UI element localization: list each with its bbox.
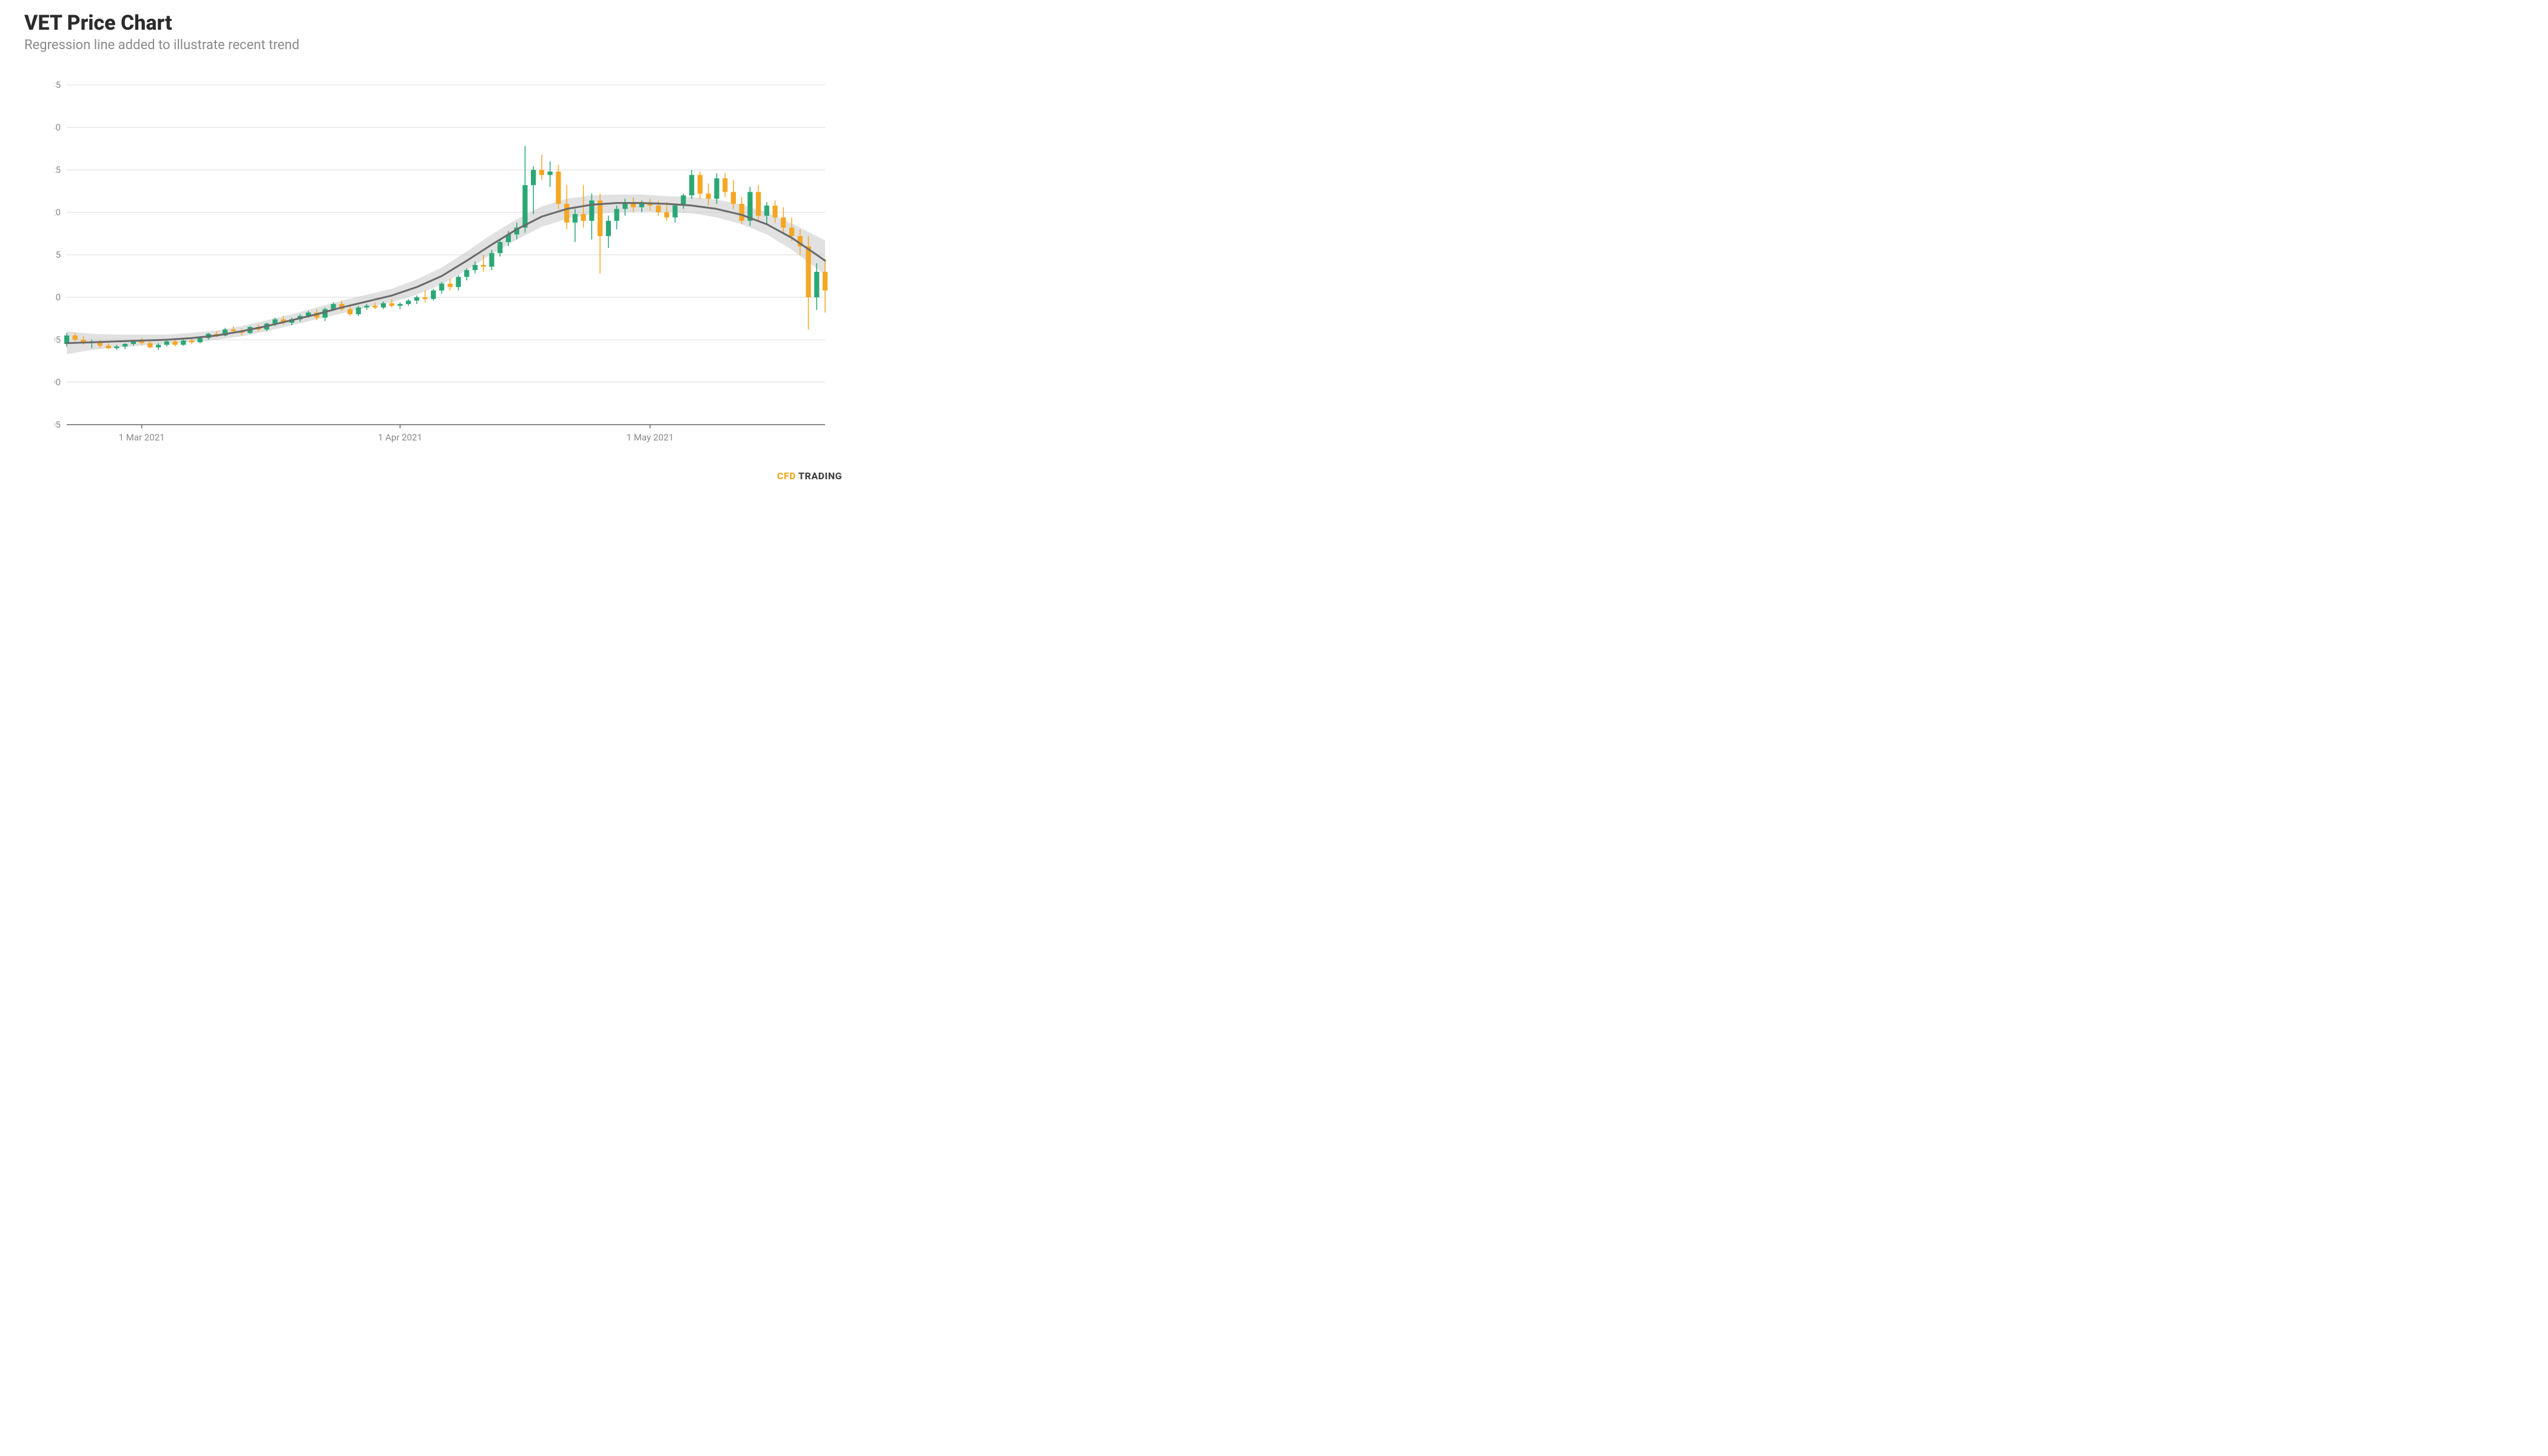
brand-logo: CFD TRADING: [777, 470, 842, 482]
svg-text:1 Mar 2021: 1 Mar 2021: [119, 432, 165, 443]
svg-text:1 Apr 2021: 1 Apr 2021: [378, 432, 422, 443]
brand-part2: TRADING: [796, 470, 842, 482]
svg-text:0.20: 0.20: [55, 207, 61, 218]
brand-part1: CFD: [777, 470, 796, 482]
chart-title: VET Price Chart: [24, 11, 172, 35]
svg-text:0.15: 0.15: [55, 249, 61, 260]
price-chart: -0.05 0.00 0.05 0.10 0.15 0.20 0.25 0.30 0.35 1 M…: [55, 79, 831, 455]
svg-text:0.25: 0.25: [55, 164, 61, 175]
svg-text:0.10: 0.10: [55, 292, 61, 303]
svg-text:0.05: 0.05: [55, 334, 61, 345]
svg-text:-0.05: -0.05: [55, 419, 61, 430]
chart-container: VET Price Chart Regression line added to…: [0, 0, 849, 485]
svg-text:0.00: 0.00: [55, 377, 61, 388]
svg-text:1 May 2021: 1 May 2021: [627, 432, 674, 443]
chart-subtitle: Regression line added to illustrate rece…: [24, 38, 300, 53]
svg-text:0.30: 0.30: [55, 122, 61, 133]
svg-text:0.35: 0.35: [55, 79, 61, 90]
